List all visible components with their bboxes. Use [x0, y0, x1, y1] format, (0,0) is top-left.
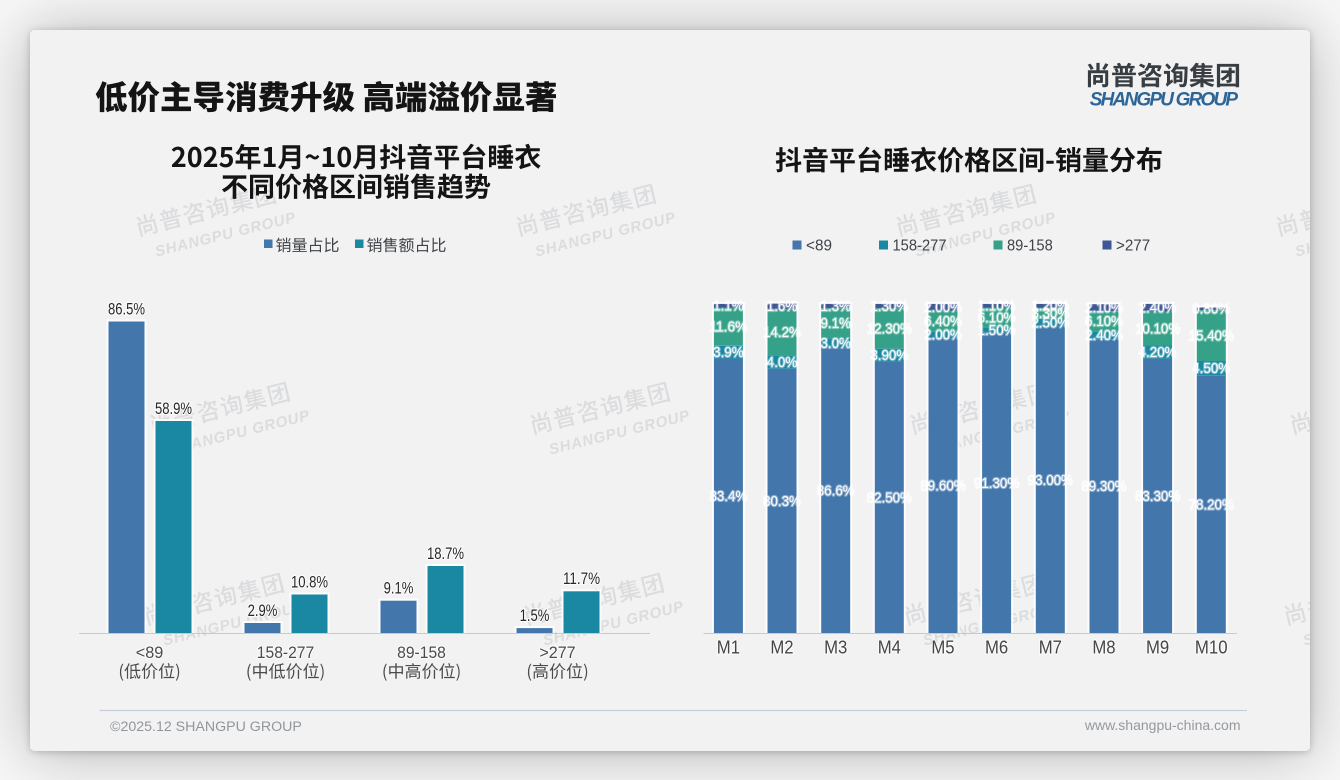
svg-text:1.30%: 1.30% [870, 299, 908, 315]
svg-text:4.20%: 4.20% [1139, 345, 1177, 361]
svg-text:2.10%: 2.10% [1085, 301, 1123, 317]
svg-text:M1: M1 [717, 637, 740, 658]
svg-text:12.30%: 12.30% [867, 321, 912, 337]
svg-text:1.6%: 1.6% [767, 299, 798, 315]
svg-text:89-158: 89-158 [397, 643, 446, 662]
svg-text:158-277: 158-277 [257, 643, 314, 662]
svg-text:93.00%: 93.00% [1028, 473, 1073, 489]
svg-text:3.0%: 3.0% [820, 336, 851, 352]
svg-text:9.1%: 9.1% [384, 580, 414, 598]
svg-text:83.30%: 83.30% [1135, 489, 1180, 505]
svg-text:4.0%: 4.0% [767, 355, 798, 371]
svg-text:2.00%: 2.00% [924, 300, 962, 316]
svg-text:>277: >277 [539, 643, 575, 662]
svg-text:www.shangpu-china.com: www.shangpu-china.com [1084, 717, 1241, 733]
svg-text:3.9%: 3.9% [713, 345, 744, 361]
svg-text:M6: M6 [985, 637, 1008, 658]
svg-text:6.10%: 6.10% [1085, 314, 1123, 330]
svg-text:1.50%: 1.50% [978, 323, 1016, 339]
svg-text:82.50%: 82.50% [867, 490, 912, 506]
svg-text:M10: M10 [1195, 637, 1228, 658]
svg-text:2.9%: 2.9% [248, 602, 278, 620]
svg-text:10.8%: 10.8% [291, 573, 328, 591]
svg-text:15.40%: 15.40% [1189, 328, 1234, 344]
svg-text:91.30%: 91.30% [974, 476, 1019, 492]
svg-text:86.5%: 86.5% [108, 300, 145, 318]
svg-text:58.9%: 58.9% [155, 400, 192, 418]
svg-text:2.00%: 2.00% [924, 328, 962, 344]
svg-text:14.2%: 14.2% [763, 325, 801, 341]
svg-text:SHANGPU GROUP: SHANGPU GROUP [1090, 90, 1239, 111]
svg-text:M5: M5 [931, 637, 954, 658]
svg-text:M4: M4 [878, 637, 901, 658]
svg-text:1.20%: 1.20% [1031, 299, 1069, 315]
svg-text:78.20%: 78.20% [1189, 497, 1234, 513]
svg-text:3.90%: 3.90% [870, 348, 908, 364]
svg-text:M7: M7 [1039, 637, 1062, 658]
svg-text:86.6%: 86.6% [817, 484, 855, 500]
svg-text:1.1%: 1.1% [713, 299, 744, 315]
svg-text:18.7%: 18.7% [427, 545, 464, 563]
svg-text:<89: <89 [136, 643, 164, 662]
svg-text:11.6%: 11.6% [709, 319, 747, 335]
svg-text:M3: M3 [824, 637, 847, 658]
svg-text:80.3%: 80.3% [763, 494, 801, 510]
svg-text:3.30%: 3.30% [1031, 306, 1069, 322]
svg-text:89-158: 89-158 [1007, 238, 1053, 255]
svg-text:0.80%: 0.80% [1192, 302, 1230, 318]
svg-text:2.40%: 2.40% [1085, 328, 1123, 344]
svg-text:<89: <89 [806, 238, 832, 255]
svg-text:89.60%: 89.60% [920, 479, 965, 495]
svg-text:1.3%: 1.3% [820, 299, 851, 315]
svg-text:1.5%: 1.5% [520, 607, 550, 625]
svg-text:6.10%: 6.10% [978, 310, 1016, 326]
svg-text:11.7%: 11.7% [563, 570, 600, 588]
svg-text:6.40%: 6.40% [924, 314, 962, 330]
svg-text:2.40%: 2.40% [1139, 301, 1177, 317]
svg-text:89.30%: 89.30% [1081, 479, 1126, 495]
svg-text:1.10%: 1.10% [978, 299, 1016, 315]
svg-text:158-277: 158-277 [893, 238, 947, 255]
svg-text:M9: M9 [1146, 637, 1169, 658]
svg-text:M8: M8 [1092, 637, 1115, 658]
svg-text:4.50%: 4.50% [1192, 361, 1230, 377]
svg-text:>277: >277 [1116, 238, 1150, 255]
svg-text:2.50%: 2.50% [1031, 316, 1069, 332]
svg-text:M2: M2 [770, 637, 793, 658]
svg-text:83.4%: 83.4% [709, 489, 747, 505]
svg-text:©2025.12 SHANGPU GROUP: ©2025.12 SHANGPU GROUP [110, 719, 302, 735]
svg-text:10.10%: 10.10% [1135, 321, 1180, 337]
svg-text:9.1%: 9.1% [820, 316, 851, 332]
